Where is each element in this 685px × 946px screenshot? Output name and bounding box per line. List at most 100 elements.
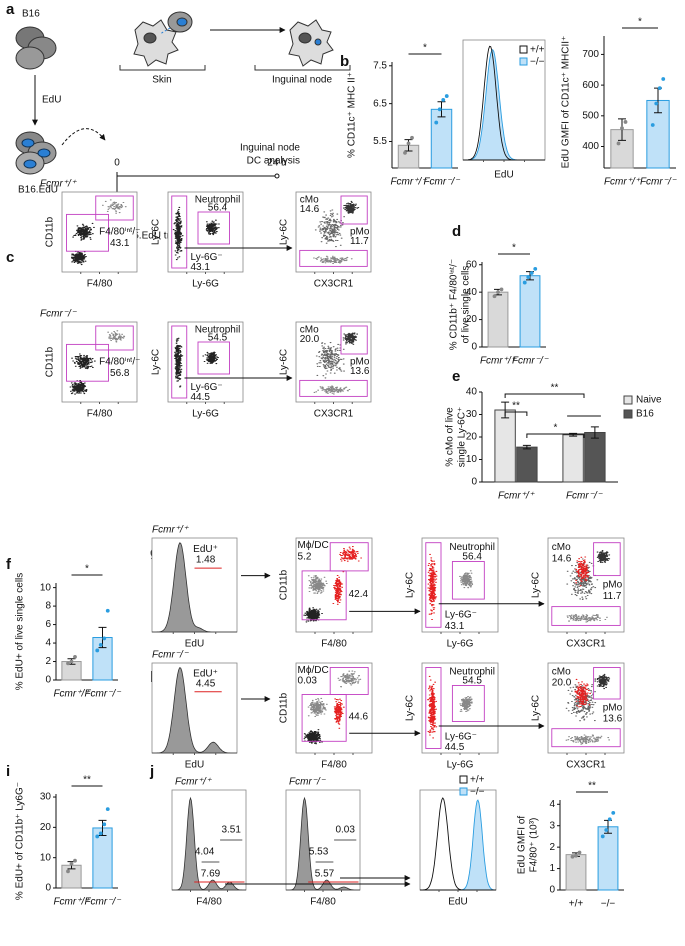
gate [66,213,109,252]
x-axis-label: F4/80 [87,279,113,290]
panel-label: a [6,1,15,18]
gate-value: 56.8 [110,368,130,379]
x-tick-label: Fcmr⁺/⁺ [53,689,90,700]
x-axis-label: F4/80 [196,897,222,908]
y-tick-label: 60 [466,259,478,270]
data-point [529,271,534,275]
gate-value: 0.03 [298,676,318,687]
cell-dots [459,570,474,589]
cell-dots [314,209,346,248]
y-axis-label: % CD11b⁺ F4/80ⁱⁿᵗ/⁻ [449,259,460,350]
bar [494,409,516,483]
data-point [607,817,612,822]
gate [329,667,369,695]
gate-value: 42.4 [349,589,369,600]
gate [425,667,442,749]
data-point [533,266,538,271]
bar [516,446,538,483]
y-axis-label: CD11b [279,569,290,600]
data-point [102,822,107,827]
arrow-label: EdU [42,95,61,106]
significance-label: ** [551,383,559,394]
gate-label: Ly-6G⁻ [445,731,477,742]
x-axis-label: Ly-6G [192,409,219,420]
data-point [105,807,110,812]
data-point [95,834,100,839]
gate [340,325,368,355]
gate-value: 20.0 [552,677,572,688]
y-axis-label: CD11b [45,216,56,247]
bar [519,275,541,348]
significance-bracket [526,433,585,438]
y-axis-label: % EdU+ of CD11b⁺ Ly6G⁻ [15,782,26,900]
cell-dots [566,614,608,623]
x-axis-label: Ly-6G [447,639,474,650]
x-tick-label: Fcmr⁺/⁺ [53,897,90,908]
significance-label: * [423,43,427,54]
y-tick-label: 10 [40,582,52,593]
gate [329,542,369,572]
y-tick-label: 600 [582,80,599,91]
x-axis-label: Ly-6G [192,279,219,290]
y-tick-label: 1 [549,863,555,874]
y-tick-label: 20 [466,314,478,325]
bar [430,108,453,169]
data-point [403,150,407,155]
cell-dots [596,549,611,563]
data-point [661,77,666,81]
genotype: Fcmr⁻/⁻ [289,777,326,788]
gate-value: 54.5 [208,333,228,344]
y-tick-label: 0 [45,675,51,686]
y-tick-label: 40 [466,387,478,398]
panel-label: e [452,368,460,385]
legend-swatch [623,395,633,405]
gate [171,195,188,269]
panel-label: d [452,223,461,240]
data-point [600,834,605,839]
gate-value: 14.6 [552,553,572,564]
gate [197,341,230,375]
x-axis-label: CX3CR1 [566,639,606,650]
gate-label: Ly-6G⁻ [445,610,477,621]
gate-value: 43.1 [110,238,130,249]
cell-dots [333,698,345,729]
gate-value: 44.5 [191,392,211,403]
histogram [463,45,545,161]
data-point [499,287,504,292]
significance-label: ** [512,401,520,412]
cell-dots [565,734,611,745]
gate-value: 4.45 [196,678,216,689]
y-tick-label: 5.5 [373,136,387,147]
x-tick-label: Fcmr⁺/⁺ [498,491,535,502]
data-point [522,280,527,285]
gate [551,728,621,748]
y-tick-label: 6.5 [373,98,387,109]
data-point [616,141,621,146]
cell-dots [427,553,438,621]
gate [95,325,134,351]
gate-value: 0.03 [335,825,355,836]
gate [451,685,485,722]
cell-dots [303,607,323,623]
data-point [69,659,74,664]
cell-dots [107,330,126,343]
x-tick-label: Fcmr⁻/⁻ [640,177,677,188]
gate-label: pMo [603,703,623,714]
data-point [620,126,624,130]
data-point [437,107,442,112]
gate-value: 20.0 [300,334,320,345]
cell-dots [313,255,353,265]
x-axis-label: CX3CR1 [314,409,354,420]
gate-value: 44.5 [445,742,465,753]
gate-label: pMo [603,580,623,591]
legend-label: +/+ [470,775,485,786]
data-point [574,853,578,858]
cell-dots [202,351,219,365]
histogram [172,796,246,891]
bar [562,434,584,483]
y-axis-label: % cMo of live [445,407,456,467]
data-point [496,290,500,295]
legend-label: B16 [636,409,654,420]
gate-label: Neutrophil [195,195,241,206]
